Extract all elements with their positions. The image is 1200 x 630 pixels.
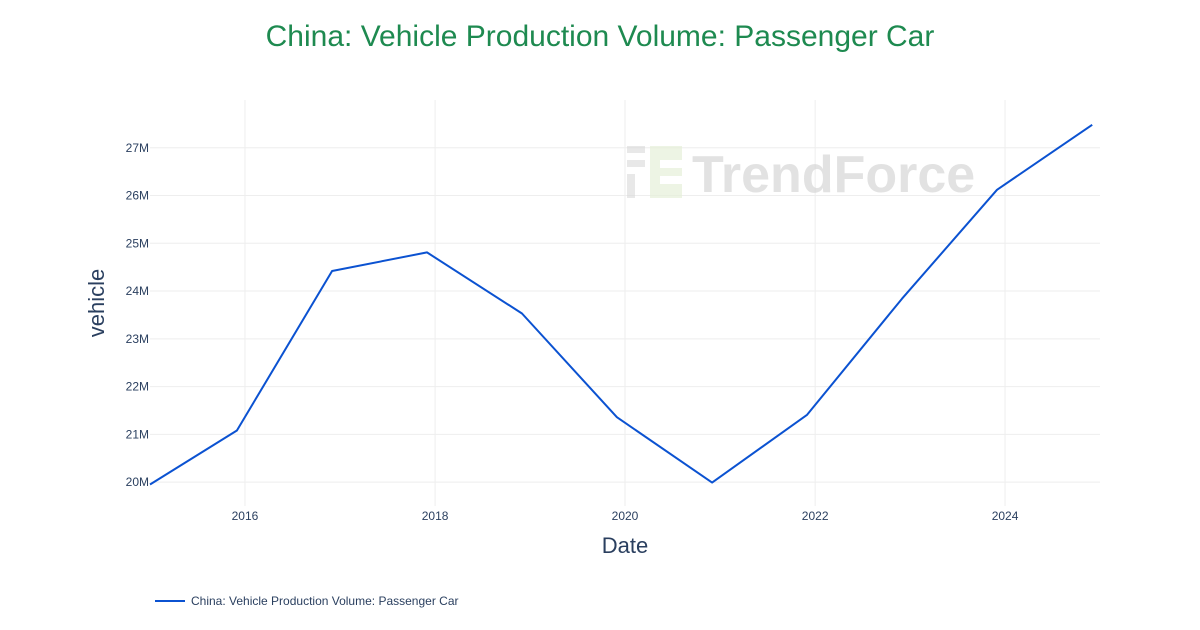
trendforce-logo-icon xyxy=(627,146,682,198)
x-tick-label: 2018 xyxy=(422,509,449,523)
trendforce-watermark: TrendForce xyxy=(627,146,975,204)
x-axis-title: Date xyxy=(602,533,648,558)
y-tick-label: 27M xyxy=(126,141,149,155)
x-tick-label: 2020 xyxy=(612,509,639,523)
y-tick-label: 20M xyxy=(126,475,149,489)
legend-label: China: Vehicle Production Volume: Passen… xyxy=(191,594,459,608)
legend[interactable]: China: Vehicle Production Volume: Passen… xyxy=(155,594,459,608)
y-tick-label: 22M xyxy=(126,380,149,394)
x-tick-label: 2024 xyxy=(992,509,1019,523)
watermark-text: TrendForce xyxy=(692,146,975,204)
y-tick-label: 23M xyxy=(126,332,149,346)
y-tick-label: 21M xyxy=(126,427,149,441)
grid-layer xyxy=(150,100,1100,506)
y-tick-label: 24M xyxy=(126,284,149,298)
legend-line-swatch xyxy=(155,600,185,602)
axis-layer: 20M 21M 22M 23M 24M 25M 26M 27M 2016 2018 2020 2022… xyxy=(126,141,1019,523)
y-tick-label: 25M xyxy=(126,236,149,250)
series-line xyxy=(149,123,1093,486)
y-tick-label: 26M xyxy=(126,189,149,203)
chart-title: China: Vehicle Production Volume: Passen… xyxy=(265,20,935,53)
x-tick-label: 2022 xyxy=(802,509,829,523)
y-axis-title: vehicle xyxy=(84,269,109,337)
x-tick-label: 2016 xyxy=(232,509,259,523)
